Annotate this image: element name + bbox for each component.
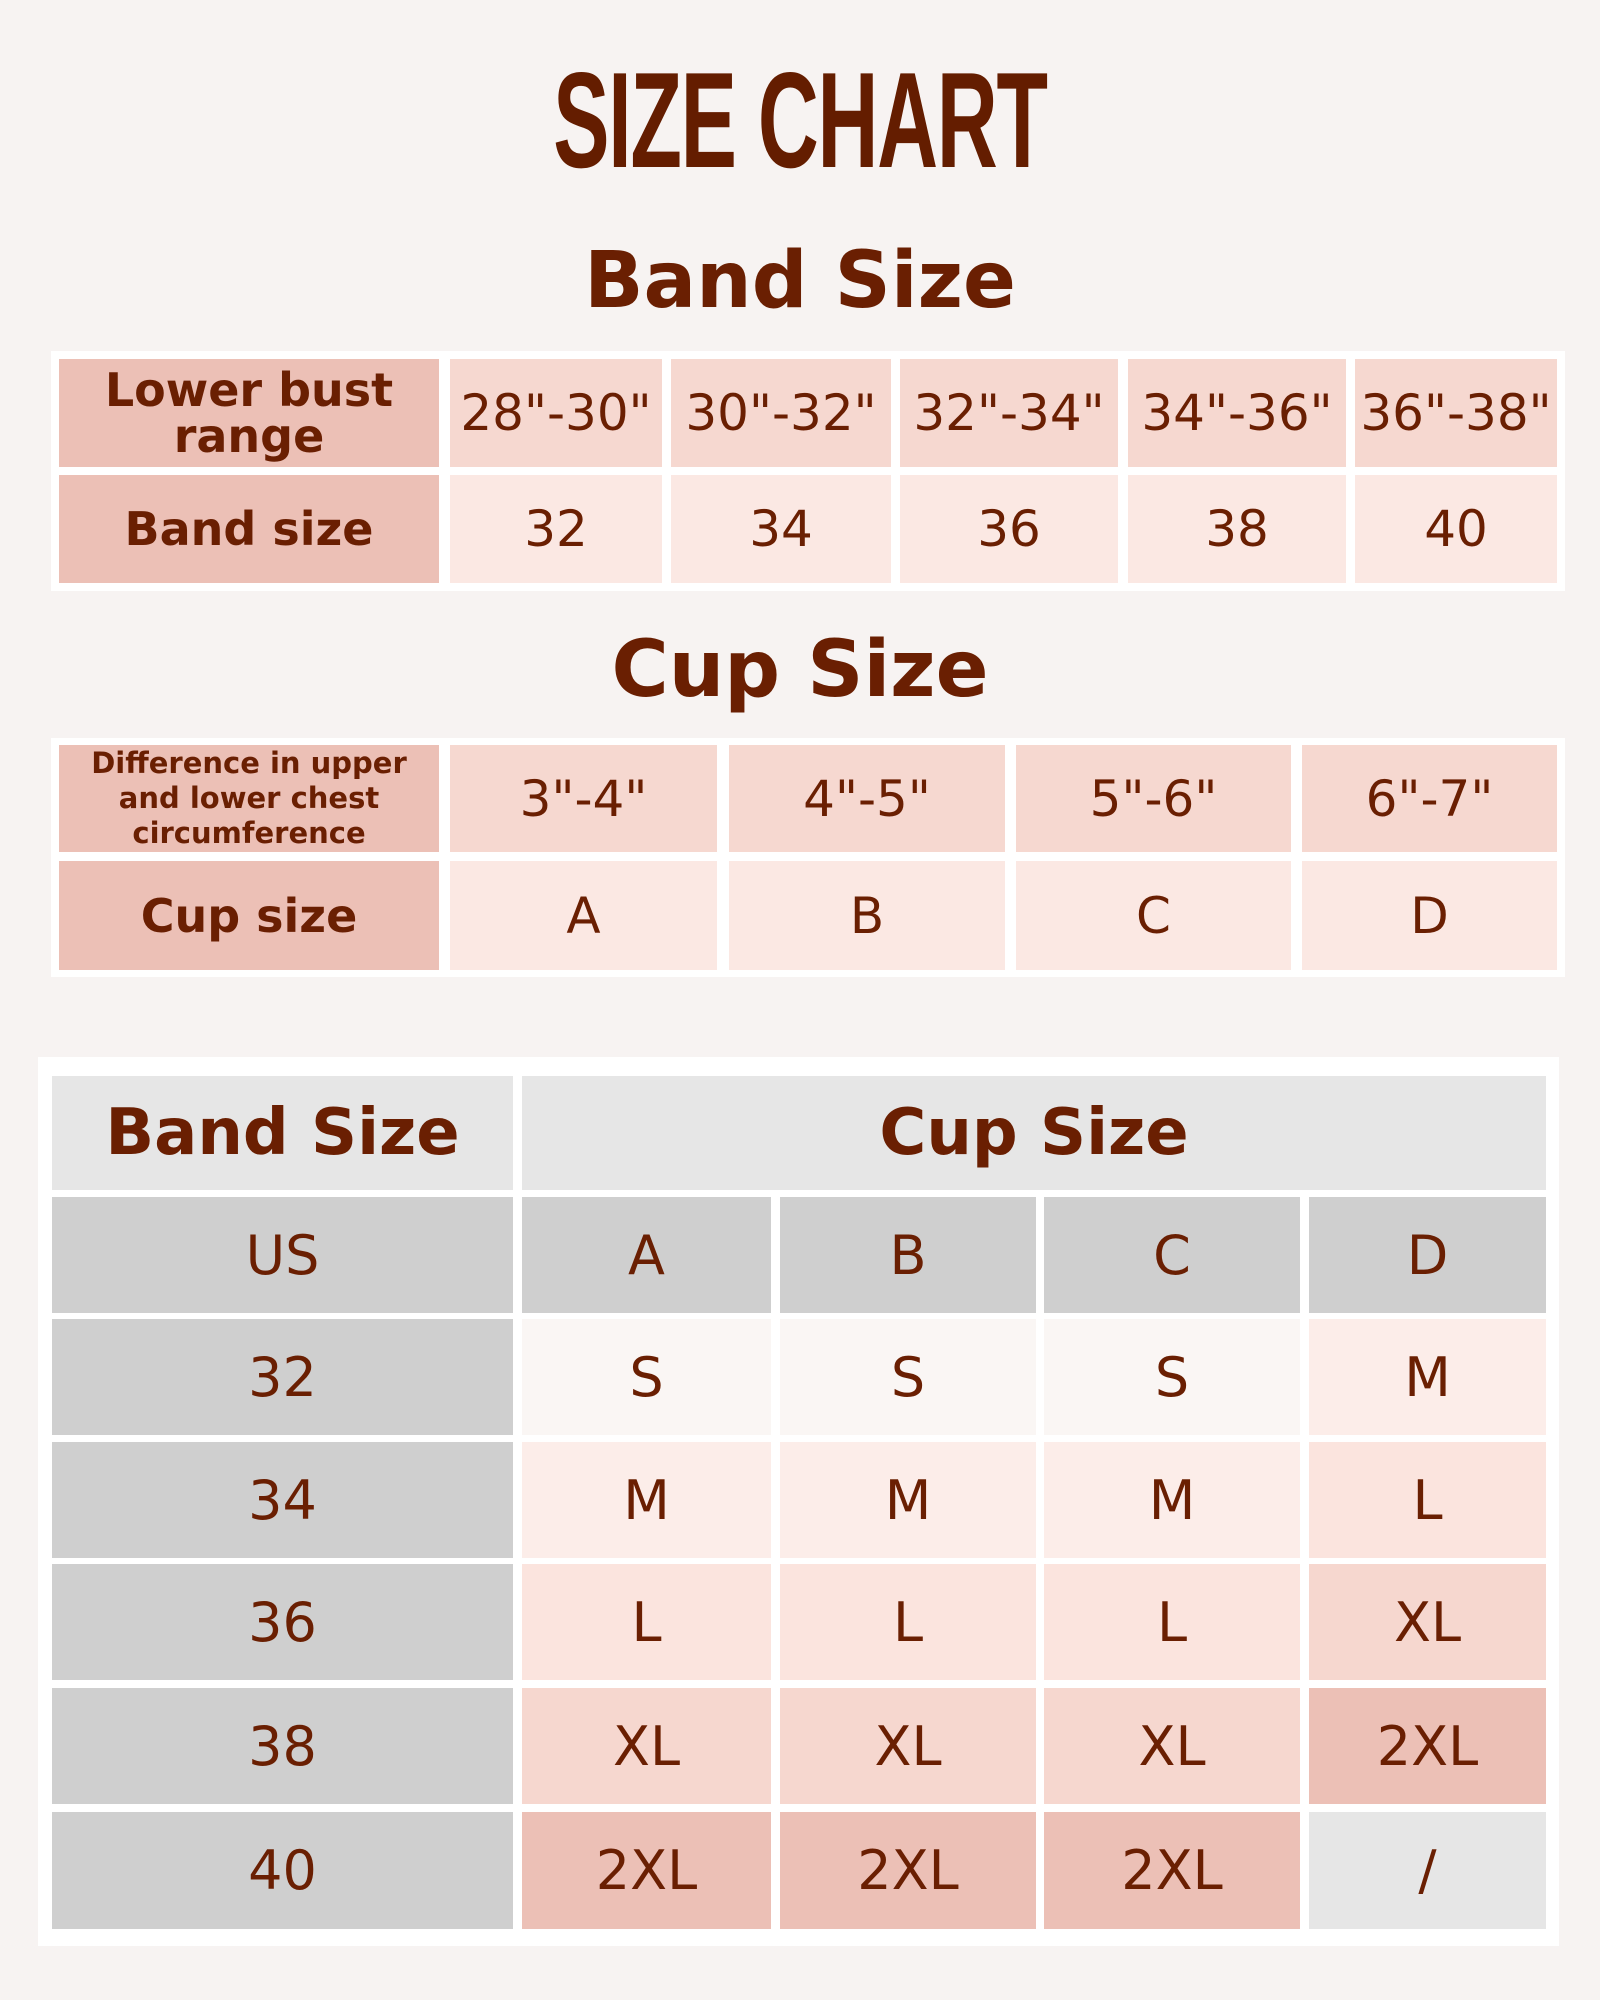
band-size-cell: 34 bbox=[671, 475, 891, 583]
size-cell: L bbox=[1044, 1564, 1300, 1680]
band-row-label: 36 bbox=[52, 1564, 513, 1680]
lower-bust-range-cell: 30"-32" bbox=[671, 359, 891, 467]
row-label-lower-bust-range: Lower bust range bbox=[59, 359, 439, 467]
cup-letter-cell: D bbox=[1302, 861, 1557, 970]
cup-size-table: Difference in upper and lower chest circ… bbox=[51, 738, 1565, 977]
cup-letter-cell: C bbox=[1016, 861, 1291, 970]
cup-column-header: B bbox=[780, 1197, 1036, 1313]
band-size-cell: 36 bbox=[900, 475, 1118, 583]
band-row-label: 34 bbox=[52, 1442, 513, 1558]
size-cell: 2XL bbox=[1044, 1812, 1300, 1929]
size-cell: 2XL bbox=[522, 1812, 771, 1929]
cup-size-header: Cup Size bbox=[522, 1076, 1546, 1190]
us-label-cell: US bbox=[52, 1197, 513, 1313]
band-size-heading: Band Size bbox=[584, 236, 1016, 326]
chest-difference-cell: 5"-6" bbox=[1016, 745, 1291, 852]
row-label-cup-size: Cup size bbox=[59, 861, 439, 970]
chest-difference-cell: 3"-4" bbox=[450, 745, 717, 852]
band-row-label: 40 bbox=[52, 1812, 513, 1929]
cup-letter-cell: B bbox=[729, 861, 1005, 970]
size-cell: / bbox=[1309, 1812, 1546, 1929]
size-cell: S bbox=[780, 1319, 1036, 1435]
cup-column-header: C bbox=[1044, 1197, 1300, 1313]
size-cell: XL bbox=[1309, 1564, 1546, 1680]
cup-column-header: D bbox=[1309, 1197, 1546, 1313]
size-cell: S bbox=[522, 1319, 771, 1435]
chest-difference-cell: 4"-5" bbox=[729, 745, 1005, 852]
size-lookup-table: Band Size Cup Size US A B C D 32 S S S M 34 M M M L 36 L L L… bbox=[38, 1057, 1559, 1946]
page-title: SIZE CHART bbox=[553, 44, 1048, 196]
size-cell: L bbox=[780, 1564, 1036, 1680]
size-cell: M bbox=[1309, 1319, 1546, 1435]
row-label-band-size: Band size bbox=[59, 475, 439, 583]
size-cell: 2XL bbox=[780, 1812, 1036, 1929]
size-cell: M bbox=[522, 1442, 771, 1558]
band-size-cell: 38 bbox=[1128, 475, 1346, 583]
lower-bust-range-cell: 28"-30" bbox=[450, 359, 662, 467]
band-size-header: Band Size bbox=[52, 1076, 513, 1190]
size-cell: M bbox=[1044, 1442, 1300, 1558]
size-cell: L bbox=[522, 1564, 771, 1680]
lower-bust-range-cell: 32"-34" bbox=[900, 359, 1118, 467]
cup-letter-cell: A bbox=[450, 861, 717, 970]
band-size-table: Lower bust range Band size 28"-30" 32 30"-32… bbox=[51, 351, 1565, 591]
size-cell: XL bbox=[780, 1688, 1036, 1804]
lower-bust-range-cell: 36"-38" bbox=[1355, 359, 1557, 467]
size-cell: XL bbox=[1044, 1688, 1300, 1804]
row-label-chest-difference: Difference in upper and lower chest circ… bbox=[59, 745, 439, 852]
size-cell: L bbox=[1309, 1442, 1546, 1558]
size-cell: S bbox=[1044, 1319, 1300, 1435]
size-cell: XL bbox=[522, 1688, 771, 1804]
band-size-cell: 32 bbox=[450, 475, 662, 583]
cup-column-header: A bbox=[522, 1197, 771, 1313]
band-size-cell: 40 bbox=[1355, 475, 1557, 583]
band-row-label: 38 bbox=[52, 1688, 513, 1804]
chest-difference-cell: 6"-7" bbox=[1302, 745, 1557, 852]
size-cell: 2XL bbox=[1309, 1688, 1546, 1804]
cup-size-heading: Cup Size bbox=[611, 625, 989, 715]
band-row-label: 32 bbox=[52, 1319, 513, 1435]
size-cell: M bbox=[780, 1442, 1036, 1558]
lower-bust-range-cell: 34"-36" bbox=[1128, 359, 1346, 467]
